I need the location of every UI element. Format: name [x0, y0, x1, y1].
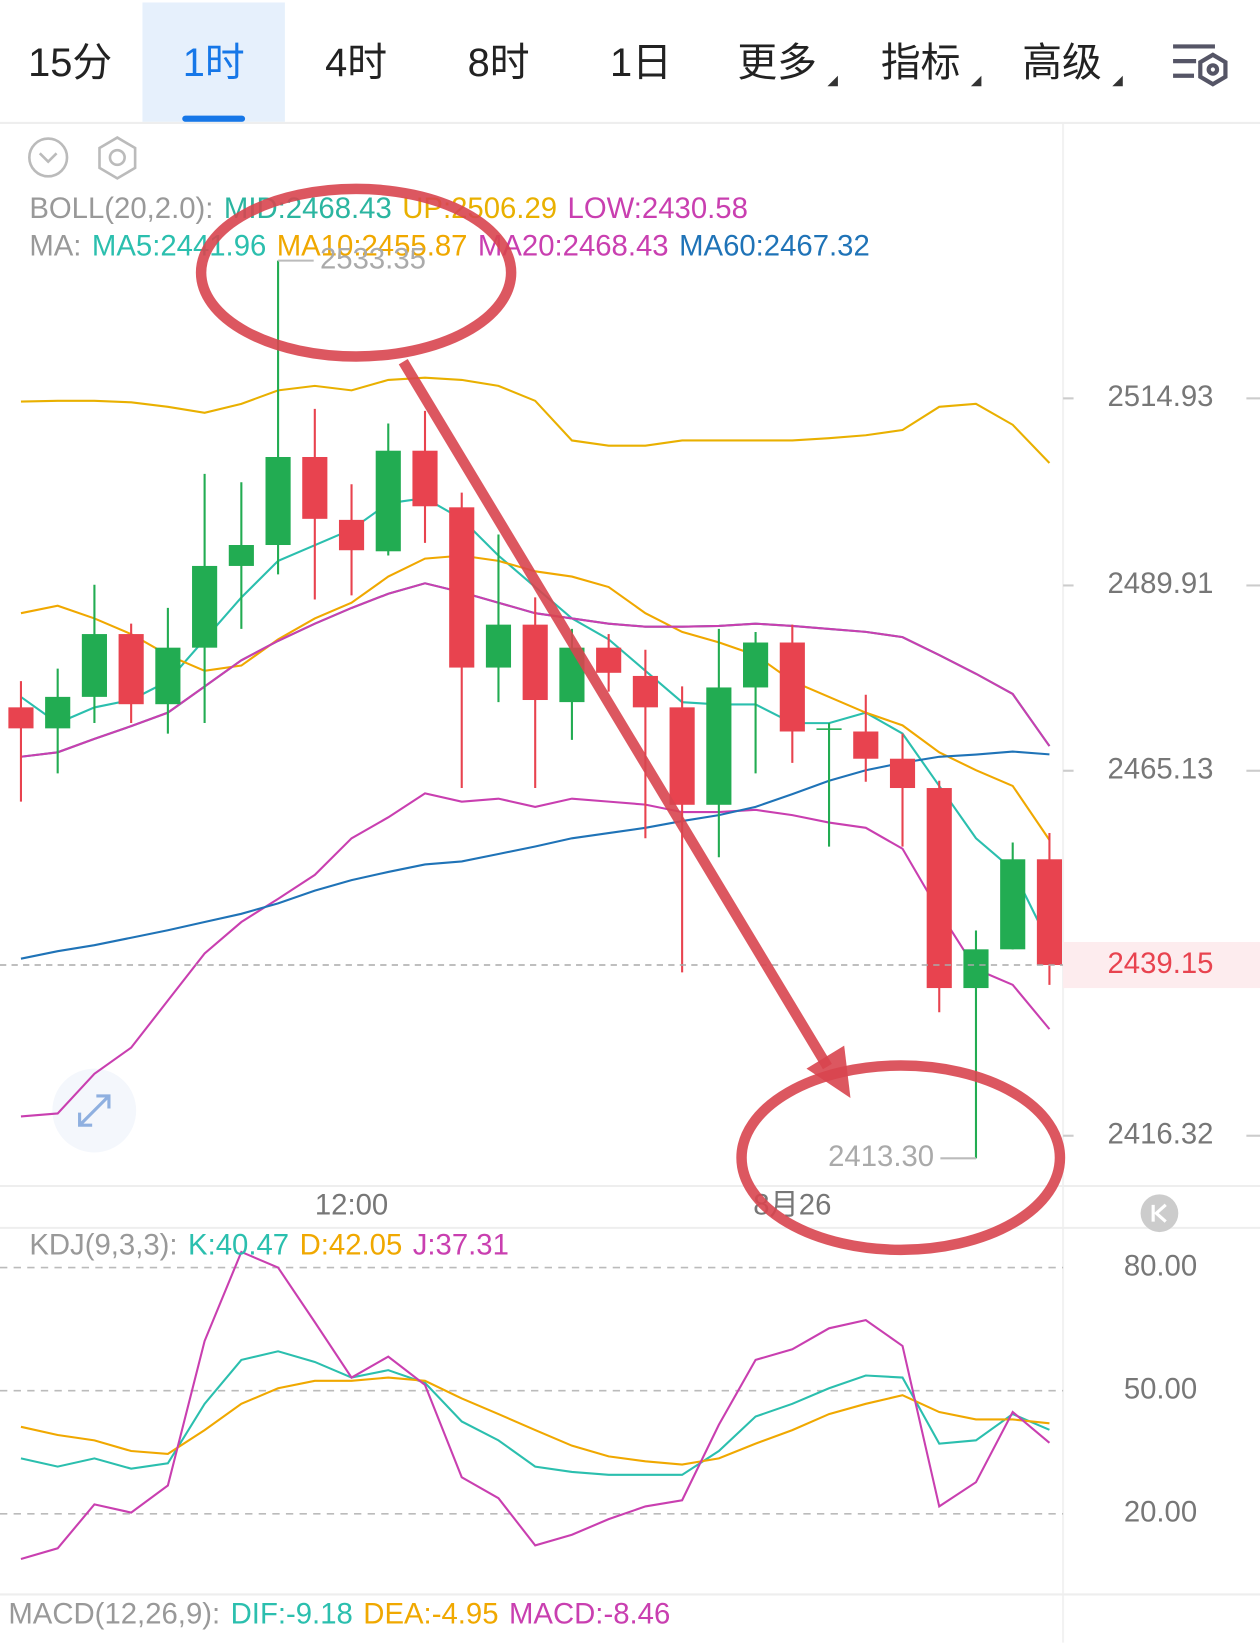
candle-body	[449, 507, 475, 668]
legend-item: LOW:2430.58	[568, 192, 748, 225]
candle-body	[779, 642, 805, 732]
legend-title: KDJ(9,3,3):	[29, 1228, 177, 1261]
chevron	[38, 152, 58, 164]
arrow-shaft	[398, 358, 832, 1070]
tab[interactable]: 更多	[737, 41, 817, 85]
y-tick-label: 20.00	[1124, 1496, 1197, 1529]
expand-icon	[78, 1094, 111, 1127]
collapse-button[interactable]	[28, 137, 69, 178]
tab-selected-bg	[142, 2, 285, 122]
settings-icon[interactable]	[1173, 44, 1228, 87]
candle-body	[743, 642, 769, 688]
candle-body	[816, 728, 842, 730]
indicator-line	[20, 1350, 1050, 1476]
highlight-circle	[195, 183, 517, 362]
annotation	[195, 183, 1066, 1256]
candle-body	[889, 758, 916, 789]
last-price-label: 2439.15	[1108, 947, 1214, 980]
legend-item: DEA:-4.95	[363, 1597, 498, 1630]
candle-body	[669, 707, 695, 805]
legend: MA: MA5:2441.96 MA10:2455.87 MA20:2468.43 MA…	[29, 229, 869, 262]
legend-item: K:40.47	[188, 1228, 289, 1261]
tab-indicator	[182, 115, 246, 122]
legend-item: MACD:-8.46	[509, 1597, 670, 1630]
legend-title: BOLL(20,2.0):	[29, 192, 213, 225]
legend-item: J:37.31	[413, 1228, 509, 1261]
chart-toolbar	[28, 136, 137, 180]
y-tick-label: 2465.13	[1108, 753, 1214, 786]
tab[interactable]: 15分	[28, 41, 112, 85]
y-tick-label: 2489.91	[1108, 567, 1214, 600]
candle-body	[265, 456, 291, 546]
last-price-tag	[1063, 941, 1260, 989]
y-tick-label: 2514.93	[1108, 380, 1214, 413]
scroll-latest-button[interactable]	[1140, 1194, 1179, 1233]
scroll-bg	[1140, 1194, 1179, 1233]
candle-body	[485, 624, 512, 668]
candle-body	[596, 647, 622, 673]
tab[interactable]: 8时	[468, 41, 530, 85]
scroll-icon	[1151, 1203, 1167, 1223]
candle-body	[118, 634, 144, 705]
candle-body	[155, 647, 181, 705]
candle-body	[302, 456, 328, 519]
candle-body	[338, 519, 365, 551]
x-tick-label: 12:00	[315, 1189, 388, 1222]
legend: BOLL(20,2.0): MID:2468.43 UP:2506.29 LOW:24…	[29, 192, 748, 225]
macd-legend: MACD(12,26,9): DIF:-9.18 DEA:-4.95 MACD:-8.…	[8, 1597, 670, 1630]
dropdown-caret	[1112, 75, 1123, 87]
legend-item: MA5:2441.96	[92, 229, 266, 262]
settings-button[interactable]	[98, 136, 137, 180]
tab[interactable]: 1日	[610, 41, 672, 85]
indicator-line	[20, 792, 1051, 1118]
y-tick-label: 80.00	[1124, 1249, 1197, 1282]
low-label: 2413.30	[828, 1140, 934, 1173]
tab[interactable]: 4时	[325, 41, 387, 85]
legend-title: MACD(12,26,9):	[8, 1597, 220, 1630]
candle-body	[228, 545, 254, 566]
candle-body	[632, 675, 658, 708]
candle-body	[926, 788, 952, 989]
candle-body	[963, 949, 989, 989]
icon-hex	[1198, 52, 1228, 87]
candle-body	[192, 565, 218, 648]
indicator-line	[20, 1376, 1050, 1466]
tab-bar: 15分 1时 4时 8时 1日 更多 指标 高级	[28, 2, 1123, 122]
y-tick-label: 2416.32	[1108, 1117, 1214, 1150]
indicator-line	[20, 376, 1051, 464]
tab[interactable]: 指标	[881, 41, 961, 85]
expand-button[interactable]	[52, 1068, 137, 1153]
candle-body	[412, 450, 438, 507]
highlight-circle	[736, 1060, 1066, 1256]
indicator-line	[20, 1250, 1051, 1560]
candle-body	[853, 731, 879, 759]
legend: KDJ(9,3,3): K:40.47 D:42.05 J:37.31	[29, 1228, 509, 1261]
high-label: 2533.35	[320, 242, 426, 275]
arrow-head	[806, 1045, 851, 1099]
candle-body	[1036, 859, 1063, 966]
plot: MACD(12,26,9): DIF:-9.18 DEA:-4.95 MACD:-8.…	[0, 192, 1260, 1630]
candle-body	[706, 687, 732, 805]
candle-body	[375, 450, 401, 552]
candle-body	[45, 696, 71, 729]
legend-title: MA:	[29, 229, 81, 262]
y-tick-label: 50.00	[1124, 1372, 1197, 1405]
legend-item: MA60:2467.32	[679, 229, 870, 262]
legend-item: D:42.05	[300, 1228, 403, 1261]
candle-body	[81, 634, 107, 697]
legend-item: MA10:2455.87	[277, 229, 468, 262]
indicator-line	[20, 750, 1050, 960]
candle-body	[522, 624, 548, 701]
icon-dot	[1206, 63, 1220, 76]
legend-item: DIF:-9.18	[231, 1597, 353, 1630]
tab[interactable]: 1时	[183, 41, 245, 85]
settings-dot	[108, 148, 126, 167]
tab[interactable]: 高级	[1022, 41, 1102, 85]
candle-body	[8, 707, 34, 729]
candle-body	[1000, 859, 1026, 950]
